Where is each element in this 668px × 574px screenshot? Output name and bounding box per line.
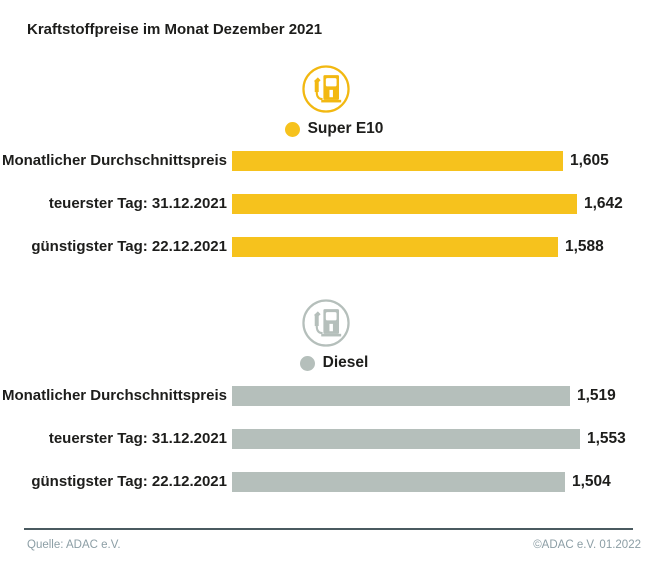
bar-row-value: 1,504: [572, 473, 611, 490]
bar-row-label: Monatlicher Durchschnittspreis: [1, 387, 227, 404]
bar-row-value: 1,642: [584, 195, 623, 212]
bar-row: günstigster Tag: 22.12.2021 1,504: [0, 472, 668, 492]
bar-diesel-min: [232, 472, 565, 492]
footer-divider: [24, 528, 633, 530]
bar-group-super-e10: Monatlicher Durchschnittspreis 1,605 teu…: [0, 151, 668, 280]
bar-row-label: Monatlicher Durchschnittspreis: [1, 152, 227, 169]
legend-diesel: Diesel: [0, 355, 668, 371]
bar-super-e10-average: [232, 151, 563, 171]
bar-row: Monatlicher Durchschnittspreis 1,605: [0, 151, 668, 171]
bar-row: teuerster Tag: 31.12.2021 1,642: [0, 194, 668, 214]
bar-diesel-average: [232, 386, 570, 406]
bar-row-label: teuerster Tag: 31.12.2021: [48, 430, 227, 447]
fuel-pump-icon: [300, 63, 352, 115]
bar-row: teuerster Tag: 31.12.2021 1,553: [0, 429, 668, 449]
bar-row: günstigster Tag: 22.12.2021 1,588: [0, 237, 668, 257]
bar-diesel-max: [232, 429, 580, 449]
chart-title: Kraftstoffpreise im Monat Dezember 2021: [27, 21, 323, 38]
bar-group-diesel: Monatlicher Durchschnittspreis 1,519 teu…: [0, 386, 668, 515]
bar-row-label: teuerster Tag: 31.12.2021: [48, 195, 227, 212]
bar-row-value: 1,588: [565, 238, 604, 255]
legend-dot-super-e10: [284, 121, 300, 137]
bar-row-value: 1,553: [587, 430, 626, 447]
footer-source: Quelle: ADAC e.V.: [27, 539, 121, 551]
legend-label-diesel: Diesel: [322, 354, 369, 371]
legend-super-e10: Super E10: [0, 121, 668, 137]
legend-label-super-e10: Super E10: [307, 120, 384, 137]
bar-row-label: günstigster Tag: 22.12.2021: [31, 473, 227, 490]
fuel-pump-icon: [300, 297, 352, 349]
bar-row-value: 1,605: [570, 152, 609, 169]
bar-row: Monatlicher Durchschnittspreis 1,519: [0, 386, 668, 406]
bar-super-e10-max: [232, 194, 577, 214]
bar-row-label: günstigster Tag: 22.12.2021: [31, 238, 227, 255]
bar-row-value: 1,519: [577, 387, 616, 404]
bar-super-e10-min: [232, 237, 558, 257]
footer-copyright: ©ADAC e.V. 01.2022: [533, 539, 641, 551]
legend-dot-diesel: [299, 355, 315, 371]
